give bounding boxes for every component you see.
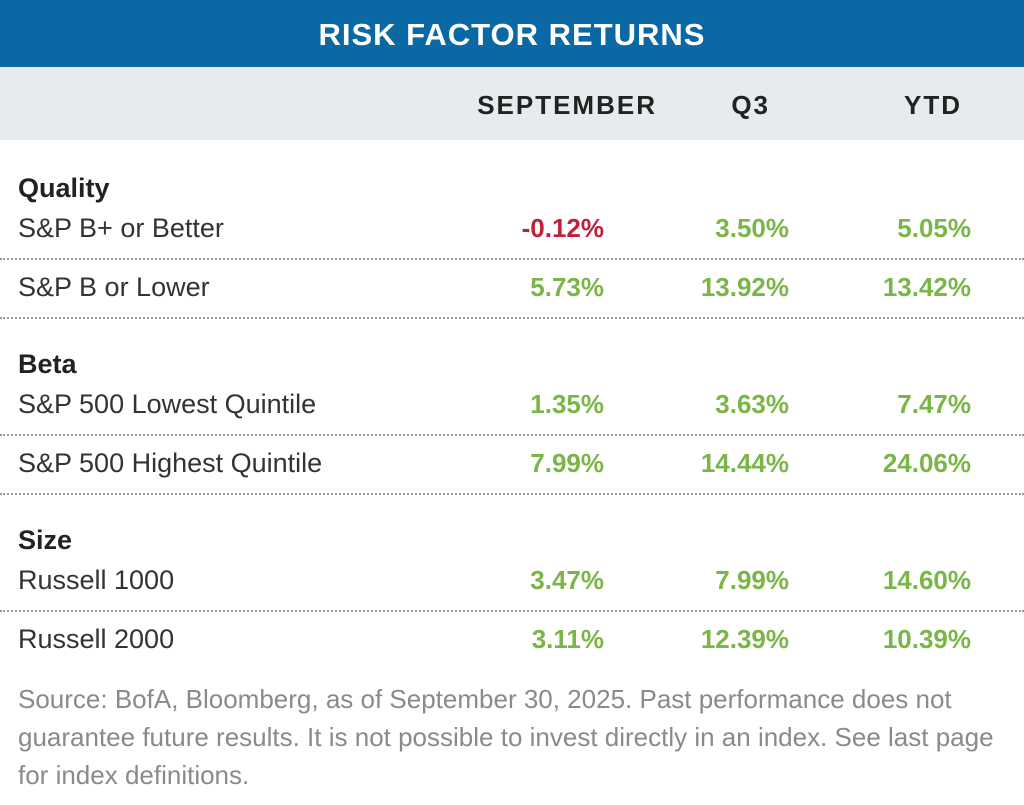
value-cell: 3.63% <box>715 389 789 419</box>
value-cell: 24.06% <box>882 448 971 478</box>
row-label: S&P 500 Highest Quintile <box>18 448 323 478</box>
value-cell: 1.35% <box>530 389 604 419</box>
column-header: YTD <box>904 90 962 120</box>
value-cell: 7.99% <box>715 565 789 595</box>
header-band <box>0 67 1024 140</box>
value-cell: 14.60% <box>882 565 971 595</box>
row-label: Russell 1000 <box>18 565 175 595</box>
group-label: Quality <box>18 173 110 203</box>
value-cell: 3.50% <box>715 213 789 243</box>
value-cell: 3.11% <box>531 624 604 654</box>
column-header: SEPTEMBER <box>477 90 657 120</box>
row-label: S&P 500 Lowest Quintile <box>18 389 317 419</box>
group-label: Size <box>18 525 73 555</box>
footnote: Source: BofA, Bloomberg, as of September… <box>18 684 994 790</box>
row-label: S&P B+ or Better <box>18 213 224 243</box>
row-separator <box>0 317 1024 319</box>
row-separator <box>0 258 1024 260</box>
row-separator <box>0 493 1024 495</box>
value-cell: 12.39% <box>700 624 789 654</box>
value-cell: 3.47% <box>530 565 604 595</box>
row-separator <box>0 610 1024 612</box>
value-cell: 13.42% <box>882 272 971 302</box>
row-separator <box>0 434 1024 436</box>
value-cell: -0.12% <box>521 213 604 243</box>
title: RISK FACTOR RETURNS <box>318 17 706 52</box>
group-label: Beta <box>18 349 77 379</box>
value-cell: 7.99% <box>530 448 604 478</box>
row-label: Russell 2000 <box>18 624 175 654</box>
value-cell: 7.47% <box>897 389 971 419</box>
value-cell: 10.39% <box>882 624 971 654</box>
column-header: Q3 <box>731 90 770 120</box>
row-label: S&P B or Lower <box>18 272 210 302</box>
value-cell: 13.92% <box>700 272 789 302</box>
value-cell: 5.73% <box>530 272 604 302</box>
title-bar: RISK FACTOR RETURNS <box>0 0 1024 67</box>
value-cell: 5.05% <box>897 213 971 243</box>
value-cell: 14.44% <box>700 448 789 478</box>
